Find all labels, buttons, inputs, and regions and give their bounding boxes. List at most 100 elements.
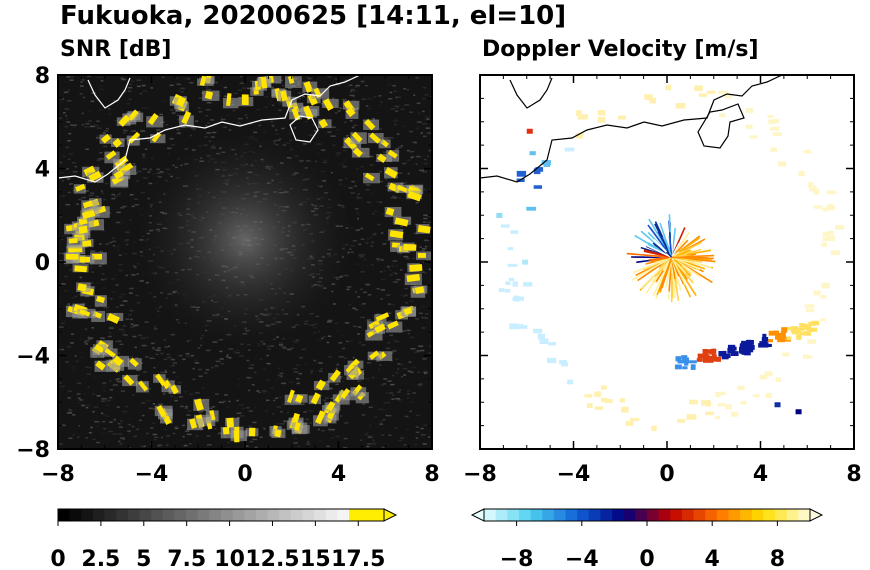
noise-speck bbox=[89, 125, 95, 128]
noise-speck bbox=[392, 196, 398, 199]
noise-speck bbox=[206, 435, 211, 437]
noise-speck bbox=[194, 359, 198, 361]
colorbar-cell bbox=[302, 509, 315, 521]
noise-speck bbox=[291, 434, 295, 437]
noise-speck bbox=[275, 133, 278, 135]
noise-speck bbox=[152, 403, 156, 405]
noise-speck bbox=[392, 260, 398, 262]
noise-speck bbox=[90, 282, 94, 284]
doppler-ring-echo bbox=[541, 160, 551, 166]
noise-speck bbox=[269, 86, 274, 89]
noise-speck bbox=[146, 139, 150, 142]
noise-speck bbox=[280, 411, 283, 413]
doppler-echo-cell bbox=[781, 327, 788, 333]
noise-speck bbox=[277, 367, 280, 370]
noise-speck bbox=[127, 86, 133, 89]
colorbar-tick-label: 0 bbox=[50, 547, 65, 570]
noise-speck bbox=[415, 437, 418, 439]
echo-cell bbox=[226, 93, 232, 107]
echo-cell bbox=[100, 133, 112, 144]
noise-speck bbox=[135, 172, 138, 174]
colorbar-cell bbox=[174, 509, 187, 521]
noise-speck bbox=[125, 318, 130, 320]
noise-speck bbox=[101, 384, 107, 387]
x-tick-label: 0 bbox=[237, 462, 252, 487]
noise-speck bbox=[414, 351, 420, 353]
doppler-ring-echo bbox=[745, 124, 753, 129]
noise-speck bbox=[355, 229, 361, 231]
noise-speck bbox=[293, 437, 297, 440]
noise-speck bbox=[301, 348, 307, 351]
noise-speck bbox=[259, 107, 263, 110]
doppler-ring-echo bbox=[772, 119, 780, 124]
doppler-ring-echo bbox=[505, 281, 511, 285]
echo-cell bbox=[369, 132, 381, 144]
noise-speck bbox=[117, 223, 123, 225]
noise-speck bbox=[372, 439, 375, 441]
noise-speck bbox=[395, 265, 398, 267]
noise-speck bbox=[70, 342, 75, 344]
echo-halo bbox=[222, 97, 239, 109]
noise-speck bbox=[116, 211, 121, 214]
noise-speck bbox=[170, 358, 176, 361]
noise-speck bbox=[211, 131, 217, 134]
noise-speck bbox=[120, 390, 125, 392]
noise-speck bbox=[248, 410, 254, 412]
noise-speck bbox=[197, 107, 201, 109]
noise-speck bbox=[246, 87, 252, 90]
noise-speck bbox=[366, 431, 369, 434]
noise-speck bbox=[106, 404, 110, 407]
noise-speck bbox=[167, 152, 170, 155]
noise-speck bbox=[356, 333, 361, 335]
echo-cell bbox=[74, 265, 88, 273]
noise-speck bbox=[132, 252, 138, 255]
noise-speck bbox=[99, 143, 104, 145]
doppler-isolated-echo bbox=[522, 259, 529, 265]
noise-speck bbox=[303, 411, 307, 413]
noise-speck bbox=[72, 171, 78, 173]
noise-speck bbox=[403, 444, 407, 446]
noise-speck bbox=[121, 220, 125, 222]
noise-speck bbox=[386, 294, 391, 296]
noise-speck bbox=[393, 90, 397, 93]
noise-speck bbox=[115, 245, 119, 248]
noise-speck bbox=[148, 182, 153, 185]
noise-speck bbox=[133, 266, 137, 269]
noise-speck bbox=[136, 428, 139, 431]
doppler-echo-cell bbox=[766, 339, 773, 343]
noise-speck bbox=[348, 303, 351, 306]
doppler-ring-echo bbox=[707, 90, 716, 94]
noise-speck bbox=[397, 197, 402, 199]
noise-speck bbox=[59, 238, 63, 241]
noise-speck bbox=[417, 112, 422, 115]
noise-speck bbox=[176, 133, 181, 135]
noise-speck bbox=[99, 250, 103, 253]
noise-speck bbox=[414, 318, 419, 320]
noise-speck bbox=[386, 195, 389, 198]
noise-speck bbox=[305, 418, 309, 421]
noise-speck bbox=[118, 269, 123, 272]
noise-speck bbox=[139, 444, 144, 447]
doppler-echo-cell bbox=[786, 336, 792, 341]
echo-cell bbox=[96, 295, 106, 304]
doppler-ring-echo bbox=[630, 418, 640, 422]
noise-speck bbox=[416, 126, 421, 128]
noise-speck bbox=[348, 340, 354, 342]
noise-speck bbox=[71, 367, 76, 370]
noise-speck bbox=[429, 345, 432, 348]
noise-speck bbox=[150, 358, 156, 361]
doppler-echo-cell bbox=[765, 343, 772, 348]
doppler-ring-echo bbox=[825, 235, 836, 242]
noise-speck bbox=[87, 120, 93, 122]
noise-speck bbox=[417, 384, 420, 386]
noise-speck bbox=[379, 104, 382, 106]
doppler-echo-cell bbox=[811, 320, 819, 325]
noise-speck bbox=[92, 240, 96, 243]
noise-speck bbox=[388, 197, 391, 200]
noise-speck bbox=[372, 233, 377, 236]
colorbar-cell bbox=[162, 509, 175, 521]
noise-speck bbox=[406, 88, 410, 91]
echo-cell bbox=[287, 75, 295, 84]
noise-speck bbox=[190, 354, 194, 357]
